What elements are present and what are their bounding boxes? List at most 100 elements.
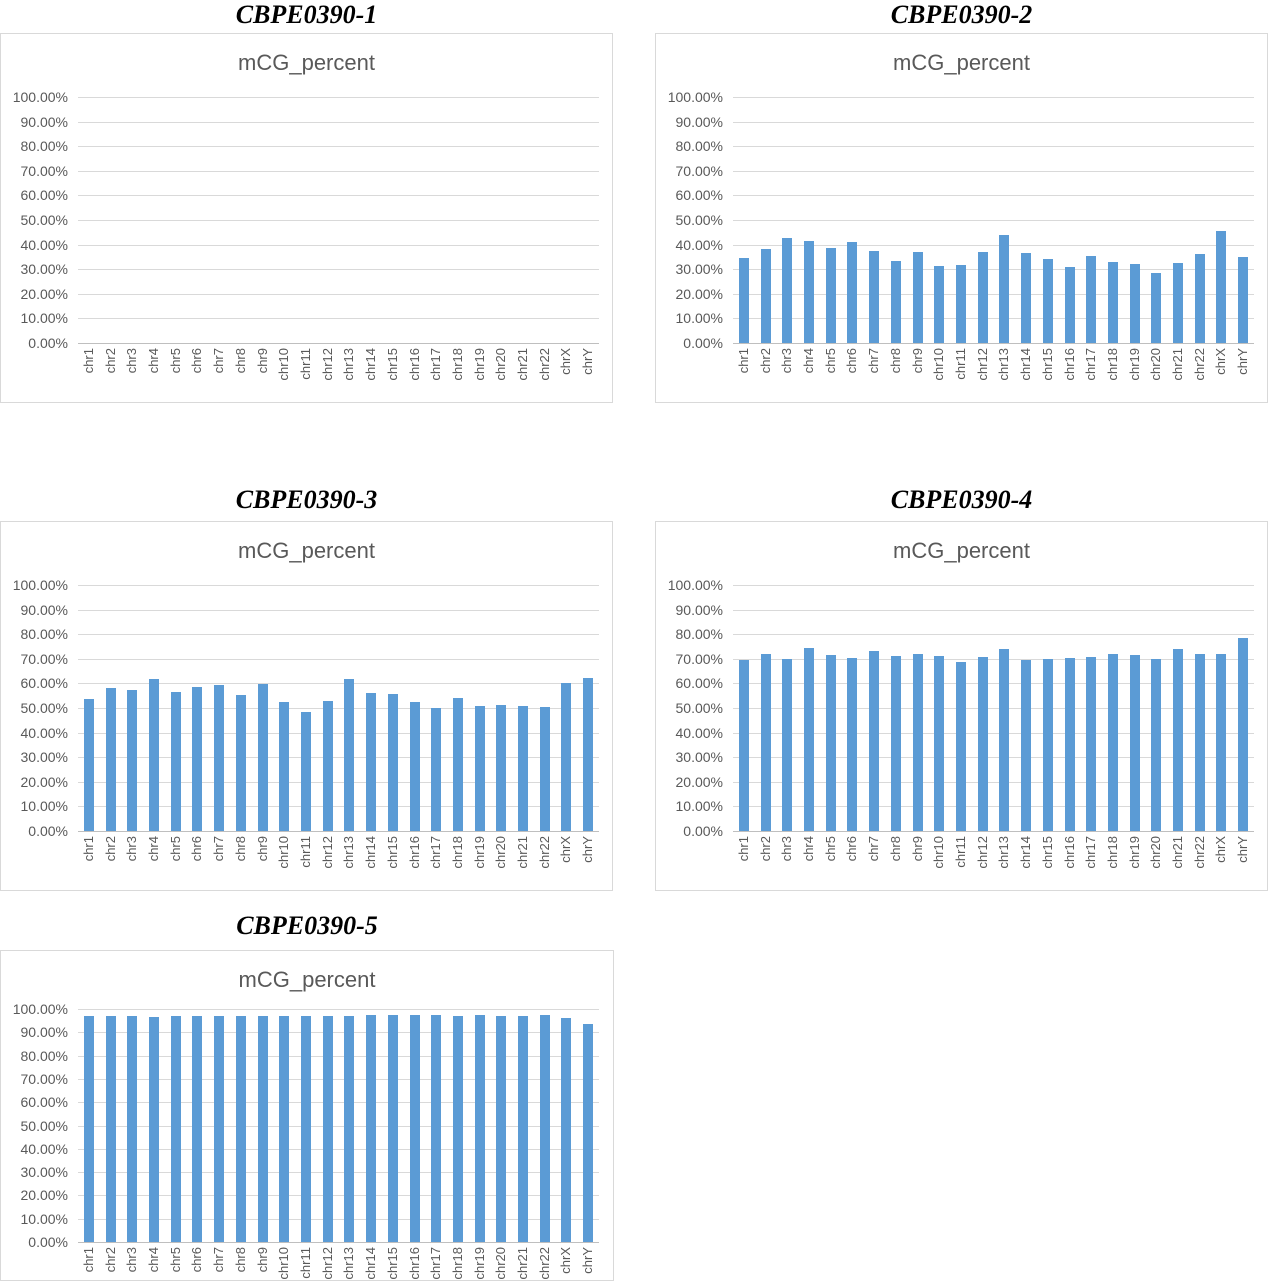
x-tick-label: chr22: [536, 1247, 552, 1280]
x-tick-label: chr2: [102, 836, 118, 862]
gridline: [733, 97, 1254, 98]
bar-chr14: [366, 692, 377, 831]
y-tick-label: 50.00%: [20, 700, 68, 716]
panel-title: CBPE0390-4: [890, 485, 1033, 514]
x-tick-label: chr21: [1170, 836, 1185, 869]
gridline: [78, 121, 599, 123]
bar-chr17: [1086, 657, 1097, 831]
gridline: [733, 609, 1254, 611]
y-tick-label: 70.00%: [20, 162, 68, 179]
bar-chr14: [1021, 659, 1032, 831]
x-tick-label: chr14: [363, 348, 379, 381]
y-tick-label: 60.00%: [20, 1094, 68, 1111]
x-tick-label: chr15: [384, 1247, 400, 1280]
bar-chr9: [912, 654, 923, 831]
bar-chr8: [235, 694, 246, 831]
x-tick-label: chr15: [1039, 836, 1055, 869]
bar-chr20: [496, 704, 507, 831]
y-tick-label: 70.00%: [675, 650, 723, 667]
bar-chr4: [804, 241, 814, 343]
bar-chr19: [1129, 655, 1140, 831]
x-tick-label: chr13: [996, 836, 1012, 869]
x-tick-label: chrY: [580, 348, 596, 375]
bar-chr2: [760, 654, 771, 831]
x-tick-label: chr2: [757, 348, 773, 374]
x-tick-label: chr6: [189, 836, 205, 862]
bar-chrY: [1238, 257, 1249, 343]
x-tick-label: chr8: [232, 348, 248, 374]
chart-frame: mCG_percent 100.00% 90.00% 80.00% 70.00% 60.…: [655, 33, 1268, 403]
bar-chr10: [279, 1015, 290, 1242]
gridline: [78, 757, 599, 759]
bar-chr10: [934, 266, 945, 343]
bar-chr20: [496, 1015, 507, 1242]
bar-chr10: [934, 656, 945, 831]
bar-chr17: [431, 707, 442, 831]
bar-chr16: [1064, 657, 1075, 831]
x-tick-label: chr12: [319, 1247, 335, 1280]
x-tick-label: chr18: [449, 836, 465, 869]
bar-chr3: [127, 1016, 138, 1242]
x-tick-label: chr21: [515, 348, 530, 381]
x-tick-label: chr8: [232, 1247, 248, 1273]
bar-chr7: [214, 685, 225, 831]
y-tick-label: 30.00%: [675, 261, 723, 278]
bar-chr21: [518, 705, 528, 831]
bar-chr6: [192, 687, 203, 831]
x-tick-label: chr2: [102, 1247, 118, 1273]
plot-area: 100.00% 90.00% 80.00% 70.00% 60.00% 50.00% 40.…: [656, 34, 1267, 402]
x-tick-label: chr7: [211, 1247, 227, 1273]
bar-chr12: [322, 1016, 333, 1242]
y-tick-label: 40.00%: [20, 724, 68, 741]
bar-chr16: [409, 1015, 420, 1242]
gridline: [78, 585, 599, 586]
bar-chr1: [83, 1016, 94, 1242]
x-axis-line: [733, 343, 1254, 344]
x-tick-label: chr3: [124, 348, 140, 374]
bar-chr12: [977, 656, 988, 831]
bar-chr9: [257, 1016, 268, 1242]
bar-chrY: [1238, 637, 1249, 831]
bar-chr13: [344, 1016, 355, 1242]
bar-chr5: [170, 1016, 181, 1242]
x-tick-label: chr21: [515, 1247, 530, 1280]
bar-chr3: [782, 659, 793, 831]
bar-chr15: [387, 1015, 398, 1242]
bar-chr12: [322, 701, 333, 831]
x-tick-label: chr4: [146, 348, 161, 374]
x-tick-label: chr11: [952, 348, 968, 380]
bar-chr11: [300, 711, 311, 831]
panel-title: CBPE0390-5: [236, 911, 378, 940]
gridline: [733, 220, 1254, 221]
y-tick-label: 100.00%: [12, 577, 68, 593]
x-tick-label: chr19: [1126, 348, 1142, 381]
gridline: [78, 634, 599, 636]
gridline: [78, 1148, 599, 1150]
chart-frame: mCG_percent 100.00% 90.00% 80.00% 70.00% 60.…: [0, 950, 614, 1281]
y-tick-label: 70.00%: [20, 1070, 68, 1087]
bar-chr13: [999, 648, 1010, 831]
bar-chr7: [869, 251, 880, 343]
y-tick-label: 0.00%: [683, 823, 723, 839]
bar-chr9: [912, 252, 923, 343]
x-tick-label: chrY: [1235, 348, 1251, 375]
plot-area: 100.00% 90.00% 80.00% 70.00% 60.00% 50.00% 40.…: [1, 34, 612, 402]
y-tick-label: 80.00%: [20, 626, 68, 643]
y-tick-label: 60.00%: [675, 675, 723, 692]
y-tick-label: 50.00%: [675, 700, 723, 716]
x-tick-label: chr16: [406, 1247, 422, 1280]
x-tick-label: chr14: [363, 1247, 379, 1280]
y-tick-label: 10.00%: [20, 798, 68, 815]
bar-chr2: [105, 688, 116, 831]
x-tick-label: chr15: [384, 836, 400, 869]
x-tick-label: chr22: [1191, 348, 1207, 381]
y-tick-label: 40.00%: [20, 1140, 68, 1157]
x-tick-label: chr12: [319, 348, 335, 381]
bar-chr8: [890, 655, 901, 831]
bar-chr2: [105, 1015, 116, 1242]
x-tick-label: chr20: [493, 836, 509, 869]
x-tick-label: chr8: [887, 348, 903, 374]
gridline: [78, 732, 599, 734]
y-tick-label: 100.00%: [12, 1001, 68, 1017]
